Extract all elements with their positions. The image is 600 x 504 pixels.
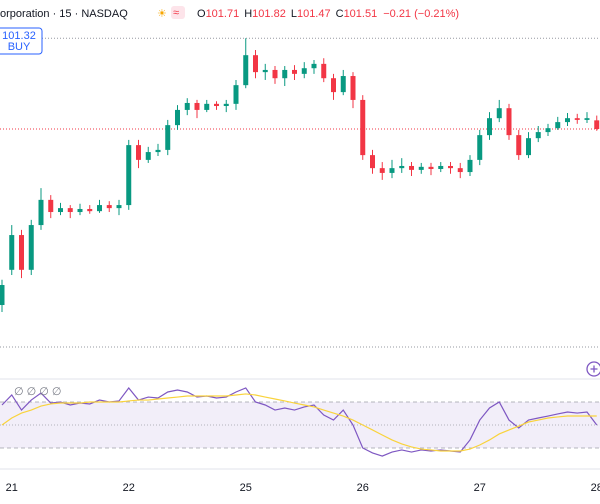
candle-body [565,118,570,123]
candle-body [58,208,63,213]
candle-body [194,102,200,110]
candle-body [438,165,444,170]
candle-body [467,159,473,173]
candle-body [526,138,531,156]
candle-body [350,76,356,100]
buy-button[interactable]: 101.32 BUY [0,27,43,55]
header-background [0,3,600,23]
candle-body [67,208,73,213]
candle-body [448,165,453,169]
candle-body [594,120,600,130]
candle-body [282,69,288,79]
rsi-pane: ∅ ∅ ∅ ∅ [0,386,600,457]
change-label: −0.21 (−0.21%) [383,8,459,20]
x-tick-label: 27 [474,482,486,494]
candle-body [175,109,180,126]
candle-body [311,63,317,69]
session-icon: ☀ [157,8,167,20]
status-icon [171,6,185,19]
candle-body [253,55,258,73]
candle-body [204,103,210,110]
candle-body [77,208,83,213]
candle-body [574,118,580,120]
candle-body [457,168,463,173]
candle-body [370,155,375,169]
candle-body [379,168,385,173]
candle-body [184,102,190,110]
candle-body [506,108,512,136]
candle-body [535,132,541,139]
rsi-ma-line [1,393,597,452]
candle-body [136,145,141,160]
candle-body [87,208,93,212]
ohlc-value: 101.82 [252,8,286,20]
candle-body [360,99,366,156]
candle-body [409,165,414,170]
candle-body [555,122,561,129]
candle-body [106,205,112,209]
ohlc-value: 101.71 [206,8,240,20]
buy-price[interactable]: 101.32 [2,30,36,42]
candle-body [145,152,151,160]
candle-body [545,128,551,133]
buy-label[interactable]: BUY [8,41,31,53]
ohlc-letter: H [244,8,252,20]
time-axis: 21 22 25 26 27 28 [6,482,600,494]
candle-body [418,166,424,170]
ohlc-letter: L [291,8,297,20]
candle-body [516,135,522,156]
candle-body [19,235,24,270]
symbol-title: orporation · 15 · NASDAQ [0,8,128,20]
ohlc-header: O101.71 H101.82 L101.47 C101.51 −0.21 (−0.21… [197,8,459,20]
candle-body [272,69,278,79]
add-plus[interactable] [590,365,598,373]
x-tick-label: 22 [123,482,135,494]
candle-body [9,235,15,270]
x-tick-label: 28 [591,482,600,494]
buy-button-frame[interactable] [0,27,43,55]
candle-body [321,63,327,79]
candle-body [584,118,590,120]
candle-body [223,103,229,107]
rsi-legend: ∅ ∅ ∅ ∅ [14,386,62,398]
candle-body [155,149,161,153]
candle-body [97,205,102,212]
candle-body [399,165,405,169]
status-glyph: ≈ [173,7,179,19]
ohlc-value: 101.47 [297,8,331,20]
candle-body [292,69,297,74]
candle-body [0,285,5,306]
add-button[interactable] [586,361,600,377]
rsi-line [1,386,598,457]
candle-body [243,55,249,86]
candle-body [233,85,239,104]
candle-body [389,168,395,173]
candle-body [477,135,483,160]
price-pane [0,37,600,348]
candle-body [301,68,307,74]
candle-body [116,205,122,209]
candle-body [165,125,171,150]
candle-body [428,166,434,170]
candle-body [38,199,44,226]
x-tick-label: 26 [357,482,369,494]
x-tick-label: 21 [6,482,18,494]
candle-body [126,145,132,206]
candle-body [340,76,346,93]
candle-body [496,108,502,119]
candle-body [214,103,219,107]
ohlc-value: 101.51 [344,8,378,20]
ohlc-letter: C [336,8,344,20]
ohlc-letter: O [197,8,206,20]
candle-body [331,78,336,93]
header-icons: ☀ ≈ [157,6,185,20]
candle-body [28,225,34,270]
x-tick-label: 25 [240,482,252,494]
candle-body [262,69,268,73]
candle-body [487,118,492,136]
candle-body [48,199,54,213]
